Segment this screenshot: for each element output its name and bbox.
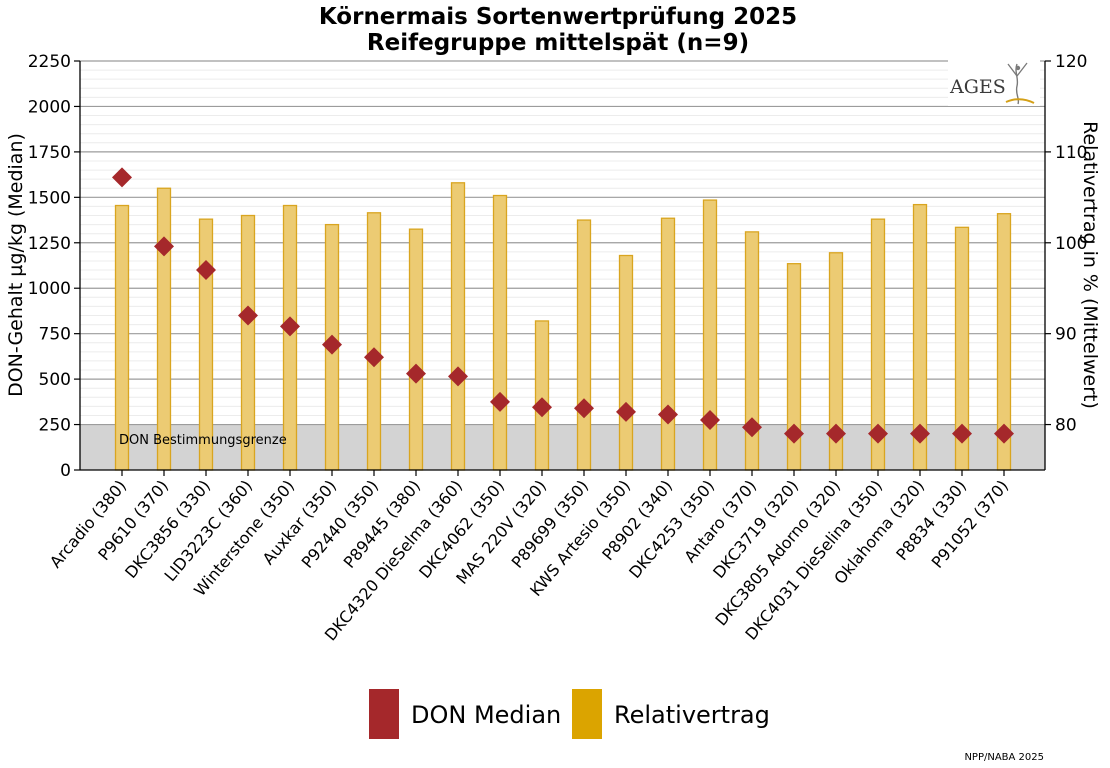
y-tick-label-right: 100 <box>1055 234 1087 254</box>
y-tick-label-left: 1750 <box>28 143 71 163</box>
point-don-median <box>952 423 972 444</box>
y-tick-label-left: 500 <box>39 370 71 390</box>
y-axis-right-label: Relativertrag in % (Mittelwert) <box>1079 121 1101 409</box>
logo-arms-icon <box>1007 62 1028 78</box>
bar-relativertrag <box>114 204 130 471</box>
logo-head-icon <box>1015 65 1021 71</box>
limit-label: DON Bestimmungsgrenze <box>119 433 287 448</box>
y-tick-label-right: 90 <box>1055 325 1077 345</box>
diamond-layer <box>112 167 1014 444</box>
point-don-median <box>280 316 300 337</box>
legend-swatch-don-median <box>369 689 399 739</box>
point-don-median <box>784 423 804 444</box>
chart-subtitle: Reifegruppe mittelspät (n=9) <box>367 30 749 56</box>
point-don-median <box>826 423 846 444</box>
logo-text: AGES <box>949 76 1006 98</box>
point-don-median <box>574 398 594 419</box>
footer-credit: NPP/NABA 2025 <box>964 752 1044 763</box>
y-tick-label-left: 1000 <box>28 279 71 299</box>
bar-relativertrag <box>450 182 466 471</box>
point-don-median <box>154 236 174 257</box>
bar-relativertrag <box>618 254 634 471</box>
bar-relativertrag <box>366 212 382 471</box>
bar-relativertrag <box>576 219 592 471</box>
bar-layer <box>114 182 1012 471</box>
point-don-median <box>238 305 258 326</box>
legend: DON Median Relativertrag <box>369 689 770 739</box>
point-don-median <box>742 417 762 438</box>
y-tick-label-right: 110 <box>1055 143 1087 163</box>
point-don-median <box>406 363 426 384</box>
point-don-median <box>994 423 1014 444</box>
bar-relativertrag <box>492 194 508 471</box>
ages-logo: AGES <box>948 60 1040 106</box>
y-tick-label-left: 2000 <box>28 97 71 117</box>
point-don-median <box>112 167 132 188</box>
x-tick-label: P91052 (370) <box>928 476 1012 571</box>
point-don-median <box>910 423 930 444</box>
y-tick-label-left: 1500 <box>28 188 71 208</box>
point-don-median <box>196 260 216 281</box>
bar-relativertrag <box>408 228 424 471</box>
point-don-median <box>868 423 888 444</box>
point-don-median <box>490 391 510 412</box>
y-tick-label-right: 80 <box>1055 416 1077 436</box>
point-don-median <box>616 401 636 422</box>
chart-title: Körnermais Sortenwertprüfung 2025 <box>319 4 797 30</box>
point-don-median <box>448 366 468 387</box>
bar-relativertrag <box>534 320 550 471</box>
point-don-median <box>532 397 552 418</box>
y-tick-label-left: 0 <box>60 461 71 481</box>
x-tick-labels: Arcadio (380)P9610 (370)DKC3856 (330)LID… <box>46 476 1012 644</box>
bar-relativertrag <box>240 214 256 471</box>
logo-swoosh-icon <box>1005 98 1035 104</box>
legend-label-relativertrag: Relativertrag <box>614 701 770 729</box>
grid-layer <box>80 60 1045 426</box>
point-don-median <box>658 404 678 425</box>
bar-relativertrag <box>282 204 298 471</box>
axis-layer: 0 250 500 750 1000 1250 1500 1750 2000 2250 80 90 10… <box>28 52 1088 481</box>
point-don-median <box>322 334 342 355</box>
y-tick-label-left: 750 <box>39 325 71 345</box>
bar-relativertrag <box>156 187 172 471</box>
bar-relativertrag <box>660 217 676 471</box>
y-tick-label-left: 250 <box>39 416 71 436</box>
y-tick-label-left: 1250 <box>28 234 71 254</box>
y-tick-label-left: 2250 <box>28 52 71 72</box>
y-axis-left-label: DON-Gehalt µg/kg (Median) <box>5 133 27 397</box>
point-don-median <box>700 410 720 431</box>
y-tick-label-right: 120 <box>1055 52 1087 72</box>
point-don-median <box>364 347 384 368</box>
legend-label-don-median: DON Median <box>411 701 561 729</box>
legend-swatch-relativertrag <box>572 689 602 739</box>
